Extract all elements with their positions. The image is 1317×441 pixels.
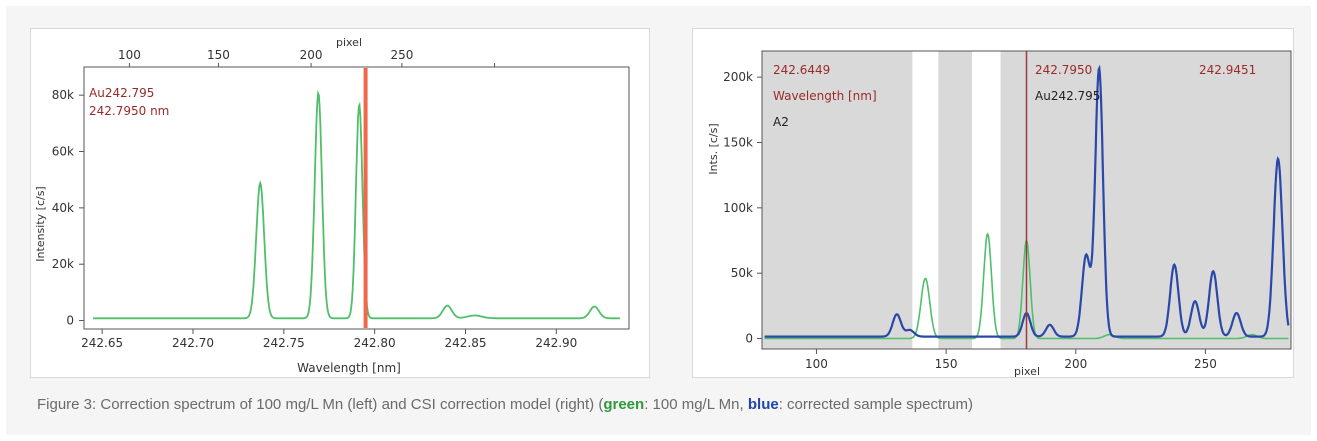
left-y-tick-label: 0 [66,314,74,328]
right-chart-svg: 100 150 200 250 0 50k 100k 150k 200k pixel Ints.… [707,50,1292,378]
left-y-tick-label: 20k [52,257,74,271]
left-top-tick-label: 100 [118,48,141,62]
right-y-tick-label: 50k [731,266,753,280]
caption-green-word: green [603,396,645,413]
right-y-tick-label: 0 [745,332,753,346]
caption-blue-word: blue [747,396,779,413]
right-shaded-region [1000,51,1291,349]
left-y-tick-label: 40k [52,201,74,215]
caption-part-1: Figure 3: Correction spectrum of 100 mg/… [37,396,604,413]
right-a2-label: A2 [773,115,789,129]
right-shaded-region [762,51,913,349]
left-x-tick-label: 242.85 [445,336,487,350]
left-x-tick-label: 242.70 [172,336,214,350]
left-x-tick-label: 242.80 [354,336,396,350]
right-left-wavelength: 242.6449 [773,63,830,77]
left-y-axis-label: Intensity [c/s] [34,186,47,261]
right-x-axis-label: pixel [1014,365,1040,378]
left-top-tick-label: 250 [390,48,413,62]
right-x-tick-label: 250 [1194,357,1217,371]
left-top-tick-label: 200 [300,48,323,62]
right-wavelength-label: Wavelength [nm] [773,89,877,103]
figure-container: 242.65 242.70 242.75 242.80 242.85 242.90 0 20k… [6,6,1311,435]
left-green-spectrum-line [93,89,620,320]
right-center-wavelength: 242.7950 [1035,63,1092,77]
left-annotation-line-1: Au242.795 [89,86,154,100]
right-y-tick-label: 150k [723,135,753,149]
left-chart-svg: 242.65 242.70 242.75 242.80 242.85 242.90 0 20k… [34,36,630,375]
left-top-axis-label: pixel [336,36,362,49]
right-y-tick-label: 200k [723,70,753,84]
right-y-axis-label: Ints. [c/s] [707,123,720,174]
left-x-tick-label: 242.75 [263,336,305,350]
caption-part-3: : corrected sample spectrum) [778,396,973,413]
left-spectrum-chart: 242.65 242.70 242.75 242.80 242.85 242.90 0 20k… [30,28,650,378]
left-top-tick-label: 150 [207,48,230,62]
left-y-tick-label: 60k [52,145,74,159]
right-x-tick-label: 100 [805,357,828,371]
left-annotation-line-2: 242.7950 nm [89,104,169,118]
right-x-tick-label: 150 [935,357,958,371]
right-au-label: Au242.795 [1035,89,1100,103]
right-y-tick-label: 100k [723,201,753,215]
right-right-wavelength: 242.9451 [1199,63,1256,77]
caption-part-2: : 100 mg/L Mn, [644,396,748,413]
figure-caption: Figure 3: Correction spectrum of 100 mg/… [37,396,1307,413]
left-x-tick-label: 242.90 [535,336,577,350]
right-csi-chart: 100 150 200 250 0 50k 100k 150k 200k pixel Ints.… [692,28,1294,378]
right-shaded-region [938,51,973,349]
right-x-tick-label: 200 [1064,357,1087,371]
left-y-tick-label: 80k [52,88,74,102]
left-x-axis-label: Wavelength [nm] [297,361,401,375]
left-x-tick-label: 242.65 [81,336,123,350]
